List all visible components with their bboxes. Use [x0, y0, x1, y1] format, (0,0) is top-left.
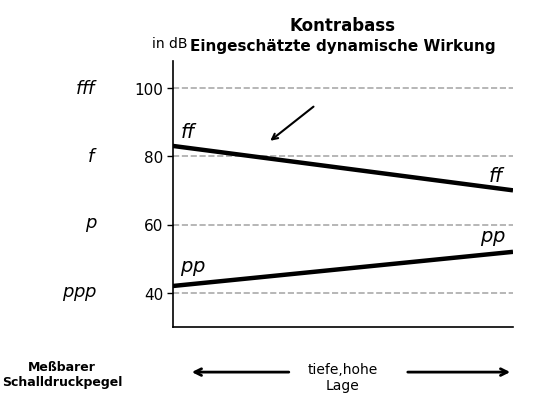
- Text: Kontrabass: Kontrabass: [290, 17, 396, 35]
- Text: $p$: $p$: [85, 216, 98, 234]
- Text: $pp$: $pp$: [180, 259, 206, 278]
- Text: tiefe,hohe
Lage: tiefe,hohe Lage: [308, 362, 378, 392]
- Text: $ppp$: $ppp$: [63, 284, 98, 302]
- Text: Eingeschätzte dynamische Wirkung: Eingeschätzte dynamische Wirkung: [190, 38, 496, 53]
- Text: $f$: $f$: [87, 148, 98, 166]
- Text: Meßbarer
Schalldruckpegel: Meßbarer Schalldruckpegel: [2, 360, 122, 388]
- Text: $fff$: $fff$: [75, 80, 98, 98]
- Text: $ff$: $ff$: [488, 167, 506, 186]
- Text: in dB: in dB: [152, 37, 187, 51]
- Text: $ff$: $ff$: [180, 122, 198, 142]
- Text: $pp$: $pp$: [480, 228, 506, 247]
